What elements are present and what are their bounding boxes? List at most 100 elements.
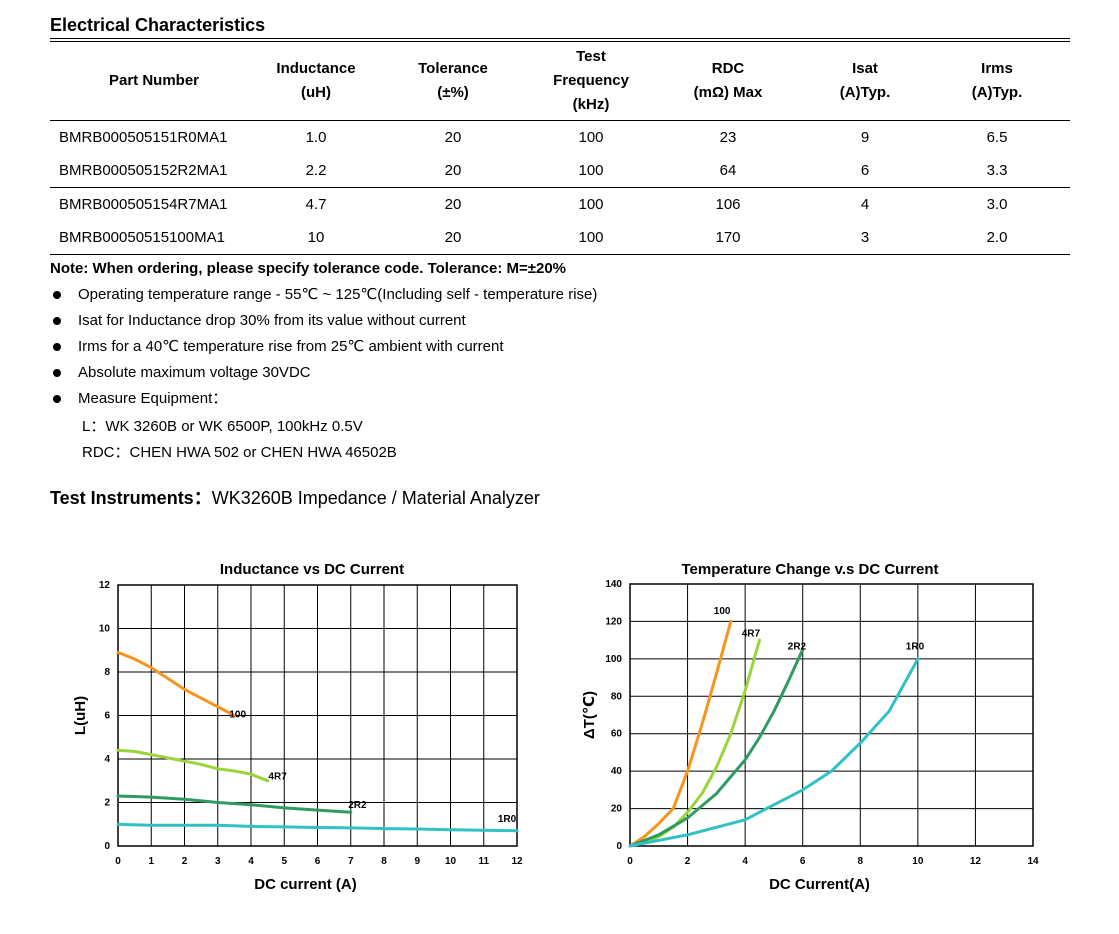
- section-title: Electrical Characteristics: [50, 15, 266, 35]
- list-item: Irms for a 40℃ temperature rise from 25℃…: [50, 335, 597, 361]
- test-instruments: Test Instruments：WK3260B Impedance / Mat…: [50, 484, 540, 510]
- x-tick-label: 5: [281, 856, 287, 867]
- cell-tolerance: 20: [444, 129, 462, 146]
- col-tolerance: Tolerance (±%): [418, 60, 488, 101]
- spec-table: Part Number Inductance (uH) Tolerance (±%)…: [50, 42, 1070, 255]
- x-tick-label: 9: [414, 856, 420, 867]
- series-line-1R0: [628, 657, 920, 848]
- cell-rdc: 64: [719, 162, 737, 179]
- x-tick-label: 2: [182, 856, 188, 867]
- y-tick-label: 10: [99, 624, 111, 635]
- header-rule: [50, 38, 1070, 39]
- series-label-2R2: 2R2: [348, 800, 367, 811]
- y-tick-label: 2: [104, 798, 110, 809]
- cell-isat: 9: [860, 129, 870, 146]
- x-tick-label: 2: [685, 856, 691, 867]
- x-axis-label: DC current (A): [254, 876, 357, 893]
- list-item: Absolute maximum voltage 30VDC: [50, 361, 597, 387]
- series-line-4R7: [116, 748, 270, 783]
- cell-inductance: 4.7: [305, 196, 327, 213]
- y-tick-label: 0: [616, 841, 622, 852]
- table-row: BMRB000505152R2MA1 2.2 20 100 64 6 3.3: [50, 154, 1070, 188]
- series-line-2R2: [116, 794, 353, 814]
- y-tick-label: 12: [99, 580, 111, 591]
- series-line-100: [116, 650, 236, 717]
- y-tick-label: 100: [605, 654, 622, 665]
- y-tick-label: 0: [104, 841, 110, 852]
- y-axis-label: L(uH): [72, 696, 89, 735]
- cell-rdc: 170: [715, 229, 741, 246]
- x-tick-label: 6: [315, 856, 321, 867]
- col-irms: Irms (A)Typ.: [971, 60, 1023, 101]
- cell-inductance: 2.2: [305, 162, 327, 179]
- series-label-100: 100: [229, 710, 246, 721]
- y-tick-label: 20: [611, 804, 623, 815]
- x-tick-label: 6: [800, 856, 806, 867]
- cell-part-number: BMRB000505151R0MA1: [59, 129, 228, 146]
- col-test-frequency: Test Frequency (kHz): [553, 48, 629, 113]
- equipment-l: L：WK 3260B or WK 6500P, 100kHz 0.5V: [82, 418, 363, 435]
- equipment-rdc: RDC：CHEN HWA 502 or CHEN HWA 46502B: [82, 444, 397, 461]
- series-line-2R2: [628, 648, 805, 848]
- cell-tolerance: 20: [444, 196, 462, 213]
- x-tick-label: 7: [348, 856, 354, 867]
- table-header-row: Part Number Inductance (uH) Tolerance (±%)…: [50, 42, 1070, 121]
- col-inductance: Inductance (uH): [276, 60, 356, 101]
- header-rule-2: [50, 41, 1070, 42]
- cell-irms: 3.0: [986, 196, 1008, 213]
- cell-rdc: 106: [715, 196, 741, 213]
- cell-isat: 4: [860, 196, 870, 213]
- cell-frequency: 100: [578, 229, 604, 246]
- y-tick-label: 40: [611, 766, 623, 777]
- cell-rdc: 23: [719, 129, 737, 146]
- chart-title: Temperature Change v.s DC Current: [682, 561, 939, 578]
- x-tick-label: 12: [970, 856, 982, 867]
- x-tick-label: 11: [478, 856, 489, 867]
- cell-frequency: 100: [578, 162, 604, 179]
- cell-part-number: BMRB00050515100MA1: [59, 229, 225, 246]
- cell-part-number: BMRB000505154R7MA1: [59, 196, 228, 213]
- cell-irms: 6.5: [986, 129, 1008, 146]
- series-line-1R0: [116, 822, 519, 833]
- x-tick-label: 8: [381, 856, 387, 867]
- x-axis-label: DC Current(A): [769, 876, 870, 893]
- series-label-1R0: 1R0: [498, 814, 517, 825]
- x-tick-label: 14: [1027, 856, 1039, 867]
- list-item: Operating temperature range - 55℃ ~ 125℃…: [50, 283, 597, 309]
- chart-title: Inductance vs DC Current: [220, 561, 404, 578]
- ordering-note: Note: When ordering, please specify tole…: [50, 260, 567, 277]
- series-label-100: 100: [714, 606, 731, 617]
- cell-irms: 3.3: [986, 162, 1008, 179]
- y-tick-label: 4: [104, 754, 110, 765]
- bullet-icon: [53, 343, 61, 351]
- col-rdc: RDC (mΩ) Max: [693, 60, 763, 101]
- y-tick-label: 60: [611, 729, 623, 740]
- x-tick-label: 3: [215, 856, 221, 867]
- x-tick-label: 1: [148, 856, 154, 867]
- y-tick-label: 120: [605, 616, 622, 627]
- x-tick-label: 12: [511, 856, 523, 867]
- y-axis-label: ΔT(℃): [581, 691, 598, 739]
- col-part-number: Part Number: [108, 72, 200, 89]
- x-tick-label: 10: [912, 856, 924, 867]
- table-row: BMRB000505154R7MA1 4.7 20 100 106 4 3.0: [50, 188, 1070, 222]
- x-tick-label: 4: [742, 856, 748, 867]
- bullet-icon: [53, 369, 61, 377]
- list-item: Measure Equipment：: [50, 387, 597, 413]
- bullet-list: Operating temperature range - 55℃ ~ 125℃…: [50, 283, 597, 413]
- cell-frequency: 100: [578, 196, 604, 213]
- cell-tolerance: 20: [444, 229, 462, 246]
- y-tick-label: 140: [605, 579, 622, 590]
- cell-irms: 2.0: [986, 229, 1008, 246]
- x-tick-label: 0: [115, 856, 121, 867]
- cell-inductance: 10: [307, 229, 325, 246]
- table-row: BMRB000505151R0MA1 1.0 20 100 23 9 6.5: [50, 121, 1070, 155]
- plot-frame: [629, 583, 1034, 847]
- test-instruments-value: WK3260B Impedance / Material Analyzer: [211, 488, 540, 508]
- y-tick-label: 6: [104, 711, 110, 722]
- cell-tolerance: 20: [444, 162, 462, 179]
- x-tick-label: 4: [248, 856, 254, 867]
- cell-part-number: BMRB000505152R2MA1: [59, 162, 228, 179]
- series-line-100: [628, 619, 733, 848]
